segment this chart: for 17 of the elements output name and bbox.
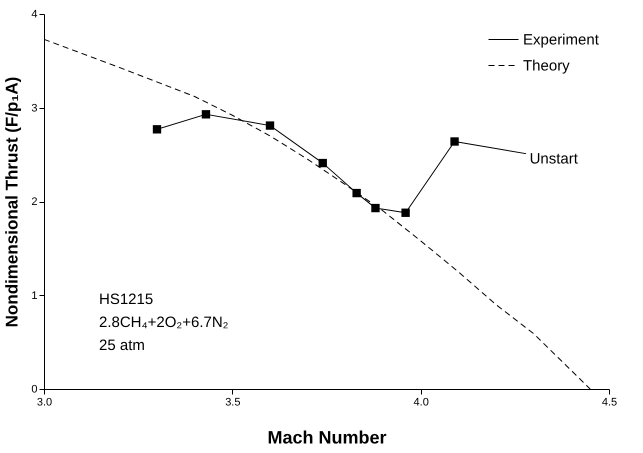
y-tick-label: 3	[31, 102, 38, 114]
x-tick-label: 4.0	[414, 396, 429, 408]
x-tick-label: 4.5	[602, 396, 618, 408]
y-tick-label: 1	[31, 290, 38, 302]
annotation: 2.8CH₄+2O₂+6.7N₂	[99, 314, 229, 331]
legend-label: Experiment	[523, 32, 600, 48]
y-tick-label: 0	[31, 384, 38, 396]
annotation: HS1215	[99, 291, 154, 308]
annotation: 25 atm	[99, 337, 145, 354]
annotation: Unstart	[530, 150, 579, 168]
x-tick-label: 3.5	[225, 396, 240, 408]
legend-label: Theory	[523, 58, 570, 74]
x-tick-label: 3.0	[36, 396, 52, 408]
x-axis-title: Mach Number	[267, 428, 387, 448]
y-axis-title: Nondimensional Thrust (F/p₁A)	[2, 76, 22, 328]
y-tick-label: 4	[31, 8, 38, 20]
y-tick-label: 2	[31, 196, 38, 208]
